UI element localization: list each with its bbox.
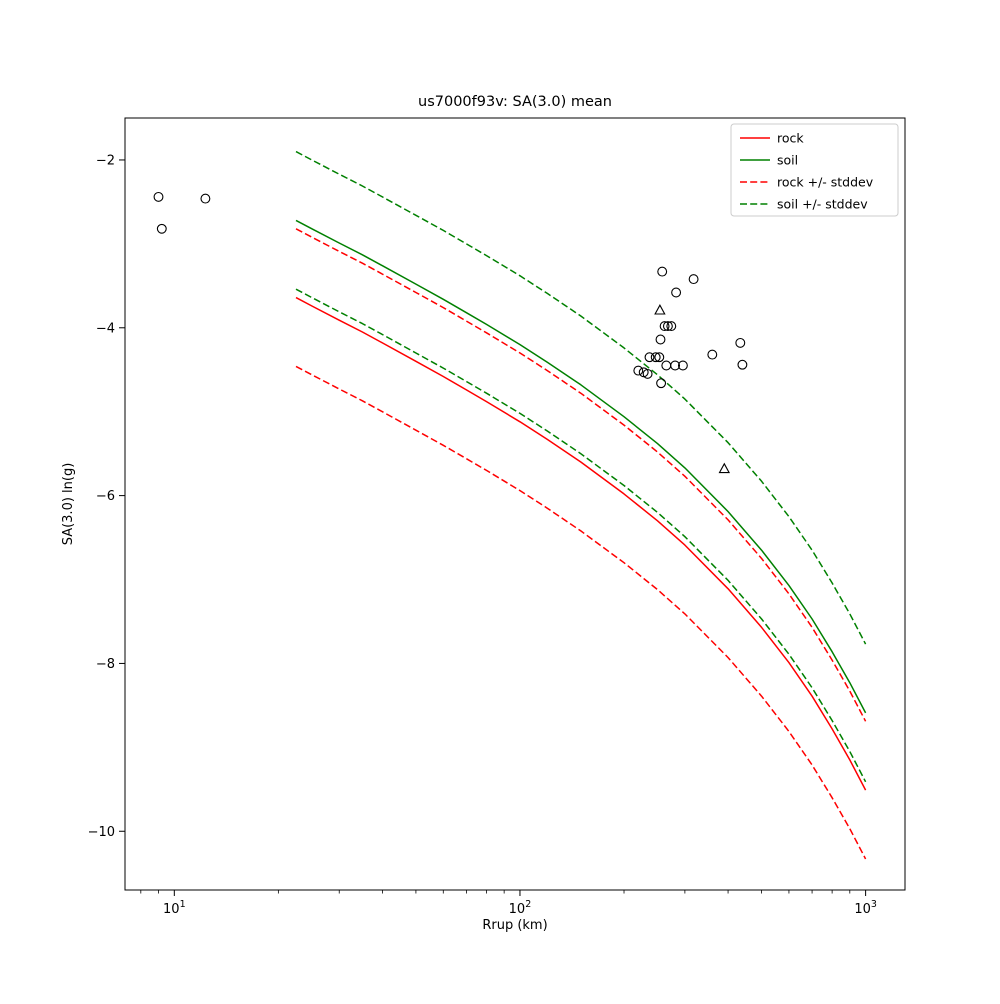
x-axis-label: Rrup (km): [482, 918, 547, 933]
data-point-circle: [153, 191, 164, 202]
data-point-circle: [688, 274, 699, 285]
x-tick-label: 102: [509, 899, 532, 917]
data-point-circle: [642, 368, 653, 379]
data-point-circle: [200, 193, 211, 204]
data-point-circle: [662, 321, 673, 332]
y-tick-label: −4: [96, 321, 115, 336]
data-point-circle: [650, 352, 661, 363]
curve-rock: [295, 296, 867, 791]
y-tick-label: −6: [96, 489, 115, 504]
data-point-circle: [735, 337, 746, 348]
legend-entry: rock +/- stddev: [740, 174, 874, 189]
curve-soil-stddev-lower: [295, 288, 867, 783]
scatter-points: [153, 191, 748, 474]
legend-box: [730, 123, 899, 217]
data-point-circle: [670, 360, 681, 371]
legend-entry-label: rock: [777, 130, 804, 145]
data-point-circle: [656, 378, 667, 389]
data-point-circle: [666, 321, 677, 332]
curve-soil: [295, 219, 867, 714]
y-tick-label: −10: [88, 825, 115, 840]
curves: [295, 150, 867, 860]
data-point-circle: [661, 360, 672, 371]
plot-area-border: [124, 117, 906, 891]
x-tick-label: 103: [854, 899, 877, 917]
data-point-circle: [633, 365, 644, 376]
data-point-circle: [644, 352, 655, 363]
data-point-circle: [707, 349, 718, 360]
y-axis-label: SA(3.0) ln(g): [61, 463, 76, 546]
curve-soil-stddev-upper: [295, 150, 867, 645]
data-point-triangle: [654, 304, 666, 315]
y-tick-label: −8: [96, 657, 115, 672]
data-point-triangle: [718, 462, 731, 474]
plot-frame: [124, 117, 906, 891]
legend-entry-label: soil +/- stddev: [777, 196, 868, 211]
curve-rock-stddev-lower: [295, 365, 867, 860]
data-point-circle: [156, 223, 167, 234]
legend-entry: soil: [740, 152, 798, 167]
data-point-circle: [659, 321, 670, 332]
curve-rock-stddev-upper: [295, 228, 867, 722]
legend-entry: soil +/- stddev: [740, 196, 868, 211]
data-point-circle: [737, 359, 748, 370]
x-tick-label: 101: [163, 899, 186, 917]
legend-entry: rock: [740, 130, 804, 145]
axis-ticks: 101 102 103 −2 −4 −6 −8 −10: [88, 153, 877, 917]
legend: rock soil rock +/- stddev soil +/- stddev: [730, 123, 899, 217]
legend-entry-label: soil: [777, 152, 798, 167]
data-point-circle: [654, 352, 665, 363]
y-tick-label: −2: [96, 153, 115, 168]
chart-title: us7000f93v: SA(3.0) mean: [418, 94, 612, 110]
data-point-circle: [671, 287, 682, 298]
data-point-circle: [657, 266, 668, 277]
data-point-circle: [655, 334, 666, 345]
data-point-circle: [677, 360, 688, 371]
legend-entry-label: rock +/- stddev: [777, 174, 874, 189]
